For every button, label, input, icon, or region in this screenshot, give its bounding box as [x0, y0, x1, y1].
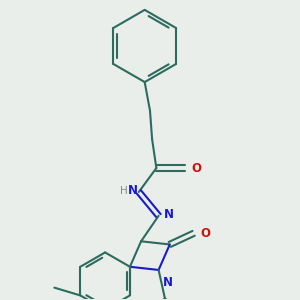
Text: O: O: [200, 227, 210, 240]
Text: H: H: [121, 186, 128, 196]
Text: O: O: [191, 161, 201, 175]
Text: N: N: [163, 276, 173, 289]
Text: N: N: [164, 208, 174, 221]
Text: N: N: [128, 184, 138, 197]
